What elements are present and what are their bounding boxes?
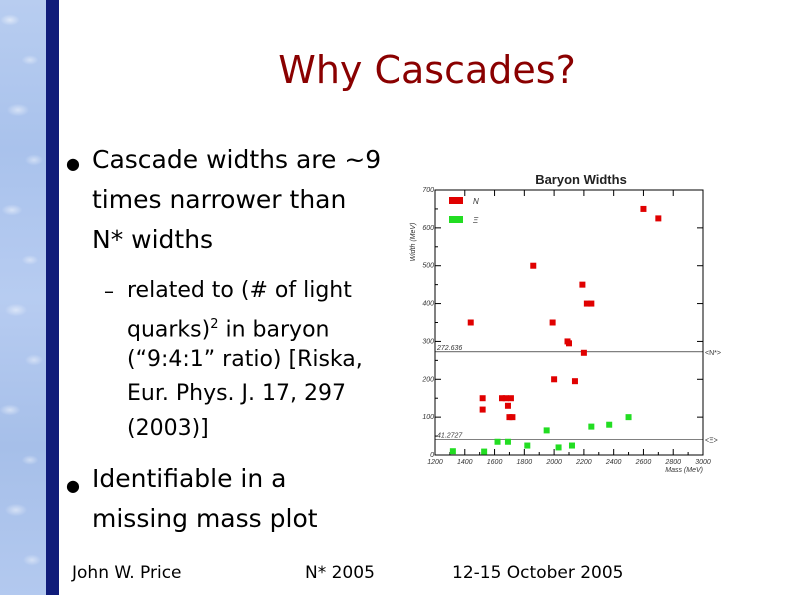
data-point <box>655 215 662 222</box>
chart-title: Baryon Widths <box>535 172 627 187</box>
legend-label: N <box>473 197 479 206</box>
sub-bullet-superscript: 2 <box>210 317 219 332</box>
bullet-dot: ● <box>66 476 80 495</box>
data-point <box>588 300 595 307</box>
data-point <box>580 349 587 356</box>
data-point <box>509 414 516 421</box>
sub-bullet-line-5: (2003)] <box>127 416 209 441</box>
slide-title: Why Cascades? <box>278 48 576 92</box>
x-tick-label: 2200 <box>575 459 592 466</box>
sub-bullet-line-4: Eur. Phys. J. 17, 297 <box>127 381 346 406</box>
legend-label: Ξ <box>472 216 479 225</box>
bullet-1-line-3: N* widths <box>92 225 214 254</box>
y-tick-label: 0 <box>430 452 434 459</box>
sub-bullet-line-2: quarks)2 in baryon <box>127 308 329 348</box>
footer-event: N* 2005 <box>305 563 375 583</box>
data-point <box>479 395 486 402</box>
sub-bullet-dash: – <box>104 279 114 303</box>
data-point <box>502 395 509 402</box>
data-point <box>571 378 578 385</box>
y-tick-label: 200 <box>421 376 434 383</box>
data-point <box>549 319 556 326</box>
sub-bullet-line-3: (“9:4:1” ratio) [Riska, <box>127 347 363 372</box>
data-point <box>579 281 586 288</box>
data-point <box>481 448 488 455</box>
x-tick-label: 1400 <box>457 459 473 466</box>
sub-bullet-line-2-post: in baryon <box>218 317 330 343</box>
bullet-2-line-2: missing mass plot <box>92 504 318 533</box>
data-point <box>568 442 575 449</box>
data-point <box>494 438 501 445</box>
sub-bullet-line-2-pre: quarks) <box>127 317 211 343</box>
x-tick-label: 1800 <box>517 459 533 466</box>
data-point <box>504 402 511 409</box>
plot-frame <box>434 189 704 456</box>
data-point <box>507 395 514 402</box>
x-tick-label: 1200 <box>427 459 443 466</box>
data-point <box>640 205 647 212</box>
data-point <box>555 444 562 451</box>
data-point <box>606 421 613 428</box>
sub-bullet-line-1: related to (# of light <box>127 278 352 303</box>
data-point <box>499 395 505 402</box>
reference-line-right-label: <Ξ> <box>705 437 718 444</box>
reference-line-label: 41.2727 <box>437 432 463 439</box>
x-tick-label: 2600 <box>635 459 652 466</box>
data-point <box>530 262 537 269</box>
x-tick-label: 2800 <box>664 459 681 466</box>
x-tick-label: 2000 <box>545 459 562 466</box>
x-tick-label: 2400 <box>605 459 622 466</box>
y-tick-label: 700 <box>422 187 434 194</box>
y-tick-label: 500 <box>422 263 434 270</box>
footer-date: 12-15 October 2005 <box>452 563 624 583</box>
data-point <box>566 340 572 347</box>
bullet-2-line-1: Identifiable in a <box>92 464 287 493</box>
y-tick-label: 400 <box>422 301 434 308</box>
legend-swatch <box>449 216 463 223</box>
data-point <box>625 414 632 421</box>
y-tick-label: 600 <box>422 225 434 232</box>
y-axis-label: Width (MeV) <box>410 223 417 262</box>
y-tick-label: 300 <box>422 338 434 345</box>
data-point <box>504 438 511 445</box>
x-tick-label: 3000 <box>695 459 711 466</box>
reference-line-label: 272.636 <box>436 345 462 352</box>
x-tick-label: 1600 <box>487 459 503 466</box>
data-point <box>588 423 595 430</box>
bullet-dot: ● <box>66 154 80 173</box>
y-tick-label: 100 <box>422 414 434 421</box>
data-point <box>551 376 558 383</box>
bullet-1-line-2: times narrower than <box>92 185 347 214</box>
x-axis-label: Mass (MeV) <box>665 467 703 474</box>
sidebar-texture <box>0 0 46 595</box>
reference-line-right-label: <N*> <box>705 350 721 357</box>
data-point <box>467 319 474 326</box>
data-point <box>583 300 590 307</box>
data-point <box>479 406 486 413</box>
bullet-1-line-1: Cascade widths are ~9 <box>92 145 382 174</box>
data-point <box>524 442 531 449</box>
data-point <box>543 427 550 434</box>
legend-swatch <box>449 197 463 204</box>
sidebar-rule <box>46 0 59 595</box>
data-point <box>449 448 456 455</box>
footer-author: John W. Price <box>72 563 182 583</box>
